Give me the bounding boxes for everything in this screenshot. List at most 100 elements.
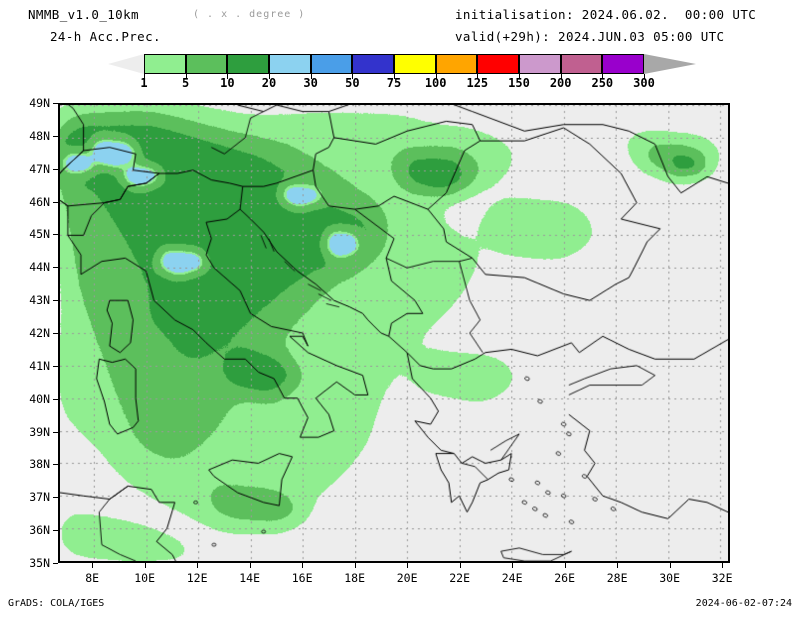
lat-label-49N: 49N bbox=[29, 96, 50, 110]
colorbar-label-100: 100 bbox=[424, 76, 447, 90]
lon-tick bbox=[669, 563, 671, 568]
colorbar-label-250: 250 bbox=[591, 76, 614, 90]
lat-tick bbox=[53, 234, 58, 236]
lon-label-32E: 32E bbox=[711, 571, 733, 585]
colorbar-tick bbox=[477, 74, 479, 79]
lon-tick bbox=[144, 563, 146, 568]
lon-label-16E: 16E bbox=[291, 571, 313, 585]
lat-label-41N: 41N bbox=[29, 358, 50, 373]
lat-tick bbox=[53, 563, 58, 564]
lon-tick bbox=[197, 563, 199, 568]
field-title: 24-h Acc.Prec. bbox=[50, 29, 161, 44]
grads-credit: GrADS: COLA/IGES bbox=[8, 598, 105, 609]
valid-time: valid(+29h): 2024.JUN.03 05:00 UTC bbox=[455, 29, 725, 44]
lat-tick bbox=[53, 168, 58, 170]
colorbar-tick bbox=[185, 74, 187, 79]
lat-label-40N: 40N bbox=[29, 391, 50, 406]
colorbar-under-arrow-icon bbox=[108, 54, 144, 74]
lat-tick bbox=[53, 267, 58, 269]
lon-label-8E: 8E bbox=[85, 571, 100, 585]
colorbar-swatch-20 bbox=[269, 54, 311, 74]
lat-tick bbox=[53, 398, 58, 400]
colorbar-label-125: 125 bbox=[466, 76, 489, 90]
colorbar-label-5: 5 bbox=[182, 76, 190, 90]
precipitation-field bbox=[60, 105, 728, 561]
lon-label-28E: 28E bbox=[606, 571, 628, 585]
lat-label-36N: 36N bbox=[29, 523, 50, 538]
map-plot-area bbox=[58, 103, 730, 563]
colorbar-swatch-50 bbox=[352, 54, 394, 74]
colorbar-swatch-200 bbox=[560, 54, 603, 74]
colorbar-tick bbox=[644, 74, 645, 79]
lon-tick bbox=[249, 563, 251, 568]
colorbar-label-300: 300 bbox=[633, 76, 655, 90]
lat-tick bbox=[53, 135, 58, 137]
lat-tick bbox=[53, 497, 58, 499]
colorbar-tick bbox=[310, 74, 312, 79]
colorbar-swatch-100 bbox=[435, 54, 478, 74]
colorbar-tick bbox=[227, 74, 229, 79]
lon-label-22E: 22E bbox=[449, 571, 471, 585]
colorbar-swatches bbox=[108, 54, 696, 74]
lat-tick bbox=[53, 201, 58, 203]
lat-label-48N: 48N bbox=[29, 128, 50, 143]
lat-tick bbox=[53, 365, 58, 367]
lon-label-20E: 20E bbox=[396, 571, 418, 585]
colorbar-tick bbox=[560, 74, 562, 79]
lon-label-26E: 26E bbox=[554, 571, 576, 585]
colorbar-swatch-250 bbox=[602, 54, 644, 74]
lon-tick bbox=[302, 563, 304, 568]
colorbar-tick bbox=[435, 74, 437, 79]
lon-tick bbox=[92, 563, 94, 568]
colorbar-over-arrow-icon bbox=[644, 54, 696, 74]
colorbar-label-1: 1 bbox=[140, 76, 148, 90]
initialisation-time: initialisation: 2024.06.02. 00:00 UTC bbox=[455, 7, 757, 22]
colorbar-label-150: 150 bbox=[508, 76, 530, 90]
lon-tick bbox=[722, 563, 724, 568]
colorbar-swatch-125 bbox=[477, 54, 519, 74]
lat-label-35N: 35N bbox=[29, 556, 50, 570]
lat-label-38N: 38N bbox=[29, 457, 50, 472]
lat-label-39N: 39N bbox=[29, 424, 50, 439]
colorbar-label-30: 30 bbox=[303, 76, 318, 90]
colorbar-label-50: 50 bbox=[345, 76, 360, 90]
colorbar-legend: 1 5 10 20 30 50 75 100 125 150 200 250 300 bbox=[108, 54, 696, 90]
colorbar-tick bbox=[144, 74, 145, 79]
colorbar-tick bbox=[352, 74, 354, 79]
model-units-label: ( . x . degree ) bbox=[193, 9, 306, 20]
render-timestamp: 2024-06-02-07:24 bbox=[695, 598, 792, 609]
lat-label-45N: 45N bbox=[29, 227, 50, 242]
model-title: NMMB_v1.0_10km bbox=[28, 7, 139, 22]
lat-tick bbox=[53, 530, 58, 532]
lat-tick bbox=[53, 333, 58, 334]
colorbar-label-200: 200 bbox=[549, 76, 572, 90]
colorbar-swatch-150 bbox=[519, 54, 561, 74]
lat-tick bbox=[53, 103, 58, 104]
colorbar-label-10: 10 bbox=[220, 76, 235, 90]
lat-label-46N: 46N bbox=[29, 194, 50, 209]
lon-tick bbox=[459, 563, 461, 568]
lat-label-42N: 42N bbox=[29, 326, 50, 340]
lon-label-14E: 14E bbox=[239, 571, 261, 585]
lon-label-24E: 24E bbox=[501, 571, 523, 585]
colorbar-swatch-10 bbox=[227, 54, 269, 74]
colorbar-swatch-75 bbox=[394, 54, 436, 74]
lat-tick bbox=[53, 431, 58, 433]
colorbar-swatch-1 bbox=[144, 54, 186, 74]
lat-tick bbox=[53, 464, 58, 466]
lat-label-44N: 44N bbox=[29, 260, 50, 275]
lon-label-12E: 12E bbox=[186, 571, 208, 585]
lon-tick bbox=[407, 563, 409, 568]
lat-label-37N: 37N bbox=[29, 490, 50, 505]
lat-label-47N: 47N bbox=[29, 161, 50, 176]
lon-label-10E: 10E bbox=[134, 571, 156, 585]
colorbar-tick bbox=[269, 74, 270, 79]
lon-tick bbox=[617, 563, 619, 568]
colorbar-label-75: 75 bbox=[386, 76, 402, 90]
colorbar-tick bbox=[394, 74, 395, 79]
lon-tick bbox=[354, 563, 356, 568]
lat-tick bbox=[53, 300, 58, 302]
colorbar-tick bbox=[602, 74, 604, 79]
colorbar-swatch-5 bbox=[185, 54, 228, 74]
lon-label-18E: 18E bbox=[344, 571, 366, 585]
